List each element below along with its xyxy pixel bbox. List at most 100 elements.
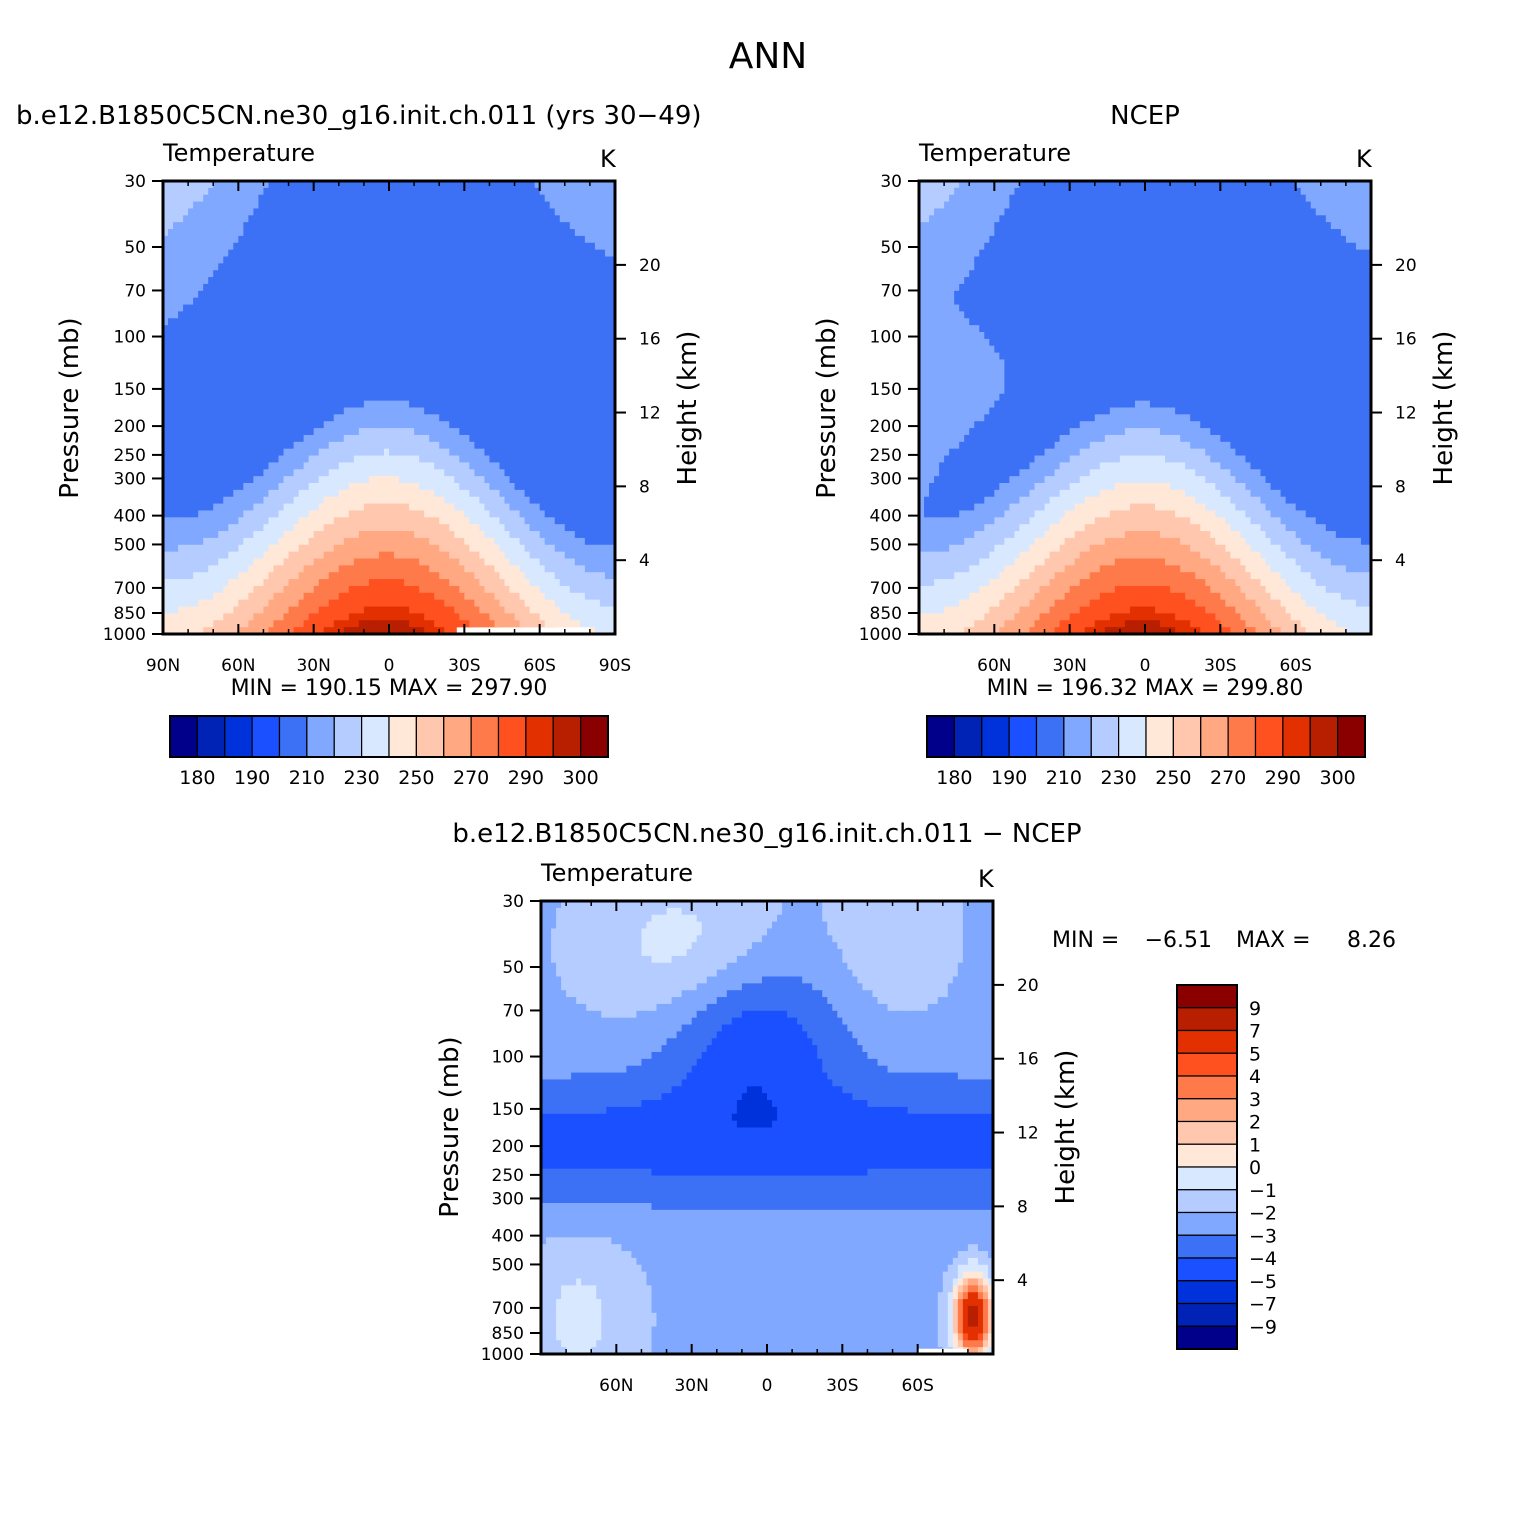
contour-cell: [238, 195, 244, 202]
contour-cell: [555, 332, 561, 339]
contour-cell: [218, 325, 224, 332]
contour-cell: [499, 380, 505, 387]
contour-cell: [183, 298, 189, 305]
contour-cell: [515, 517, 521, 524]
contour-cell: [499, 202, 505, 209]
contour-cell: [515, 229, 521, 236]
contour-cell: [550, 305, 556, 312]
contour-cell: [394, 366, 400, 373]
contour-cell: [439, 229, 445, 236]
contour-cell: [193, 490, 199, 497]
contour-cell: [540, 483, 546, 490]
contour-cell: [188, 538, 194, 545]
contour-cell: [535, 456, 541, 463]
contour-cell: [424, 531, 430, 538]
contour-cell: [279, 298, 285, 305]
contour-cell: [434, 305, 440, 312]
contour-cell: [424, 510, 430, 517]
contour-cell: [329, 318, 335, 325]
contour-cell: [409, 373, 415, 380]
contour-cell: [505, 195, 511, 202]
contour-cell: [505, 325, 511, 332]
contour-cell: [223, 462, 229, 469]
contour-cell: [484, 414, 490, 421]
contour-cell: [203, 380, 209, 387]
contour-cell: [600, 373, 606, 380]
contour-cell: [484, 373, 490, 380]
contour-cell: [369, 414, 375, 421]
contour-cell: [233, 380, 239, 387]
contour-cell: [404, 408, 410, 415]
contour-cell: [535, 366, 541, 373]
contour-cell: [319, 195, 325, 202]
contour-cell: [263, 353, 269, 360]
contour-cell: [178, 311, 184, 318]
contour-cell: [414, 236, 420, 243]
contour-cell: [349, 538, 355, 545]
contour-cell: [233, 510, 239, 517]
contour-cell: [444, 270, 450, 277]
contour-cell: [474, 552, 480, 559]
contour-cell: [464, 243, 470, 250]
contour-cell: [545, 318, 551, 325]
contour-cell: [304, 524, 310, 531]
contour-cell: [223, 504, 229, 511]
contour-cell: [575, 510, 581, 517]
contour-cell: [309, 483, 315, 490]
contour-cell: [344, 229, 350, 236]
contour-cell: [429, 366, 435, 373]
contour-cell: [565, 318, 571, 325]
contour-cell: [484, 387, 490, 394]
contour-cell: [168, 462, 174, 469]
contour-cell: [389, 202, 395, 209]
contour-cell: [484, 517, 490, 524]
contour-cell: [510, 359, 516, 366]
contour-cell: [494, 421, 500, 428]
contour-cell: [525, 311, 531, 318]
contour-cell: [374, 291, 380, 298]
contour-cell: [399, 353, 405, 360]
contour-cell: [499, 236, 505, 243]
contour-cell: [228, 188, 234, 195]
contour-cell: [434, 401, 440, 408]
contour-cell: [550, 311, 556, 318]
contour-cell: [193, 332, 199, 339]
contour-cell: [319, 435, 325, 442]
contour-cell: [183, 545, 189, 552]
contour-cell: [399, 401, 405, 408]
contour-cell: [173, 504, 179, 511]
contour-cell: [585, 353, 591, 360]
contour-cell: [258, 545, 264, 552]
contour-cell: [319, 510, 325, 517]
contour-cell: [494, 195, 500, 202]
contour-cell: [419, 311, 425, 318]
contour-cell: [359, 545, 365, 552]
contour-cell: [585, 346, 591, 353]
contour-cell: [324, 497, 330, 504]
contour-cell: [510, 243, 516, 250]
contour-cell: [273, 387, 279, 394]
contour-cell: [454, 380, 460, 387]
contour-cell: [208, 456, 214, 463]
contour-cell: [299, 243, 305, 250]
contour-cell: [505, 380, 511, 387]
contour-cell: [449, 483, 455, 490]
contour-cell: [469, 469, 475, 476]
contour-cell: [530, 387, 536, 394]
contour-cell: [590, 298, 596, 305]
contour-cell: [429, 421, 435, 428]
contour-cell: [550, 346, 556, 353]
contour-cell: [168, 483, 174, 490]
contour-cell: [359, 250, 365, 257]
contour-cell: [489, 305, 495, 312]
contour-cell: [284, 250, 290, 257]
contour-cell: [248, 462, 254, 469]
contour-cell: [324, 559, 330, 566]
contour-cell: [389, 263, 395, 270]
contour-cell: [354, 462, 360, 469]
contour-cell: [494, 401, 500, 408]
contour-cell: [409, 305, 415, 312]
contour-cell: [299, 346, 305, 353]
contour-cell: [369, 442, 375, 449]
contour-cell: [309, 504, 315, 511]
